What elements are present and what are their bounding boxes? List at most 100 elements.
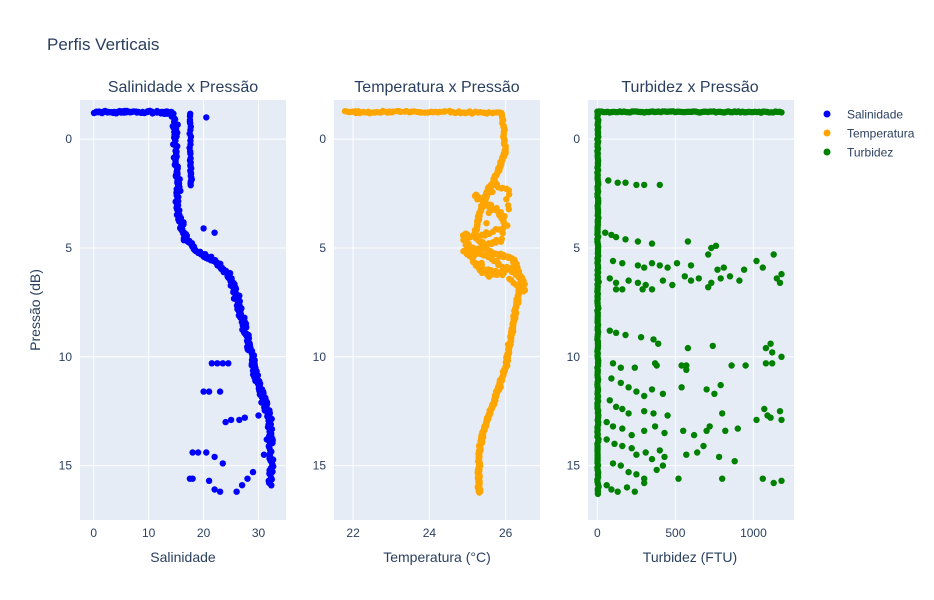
x-axis-title: Temperatura (°C) [383,549,491,565]
data-point [476,489,483,496]
data-point [187,150,194,157]
data-point [661,453,668,461]
plot-area-background [80,100,286,520]
data-point [200,388,207,395]
data-point [609,460,617,467]
data-point [244,475,251,482]
data-point [225,360,232,367]
data-point [711,390,718,397]
y-tick-label: 15 [567,459,581,473]
data-point [734,425,741,432]
data-point [714,266,721,273]
data-point [263,436,270,443]
data-point [612,403,620,410]
data-point [778,109,785,116]
data-point [631,488,638,495]
data-points [90,107,277,495]
y-tick-label: 15 [313,459,327,473]
data-point [483,229,490,236]
y-tick-label: 5 [65,241,72,255]
data-point [709,342,716,350]
data-point [684,238,692,245]
data-point [214,360,221,367]
y-tick-label: 5 [573,241,580,255]
data-point [594,490,602,498]
figure-title: Perfis Verticais [47,35,159,54]
data-point [641,427,648,434]
data-point [194,449,202,456]
data-point [211,453,218,461]
data-point [500,219,507,226]
panel-temperatura: 22 24 26 0 5 10 15 Temperatura x Pressão Tempe… [313,79,540,565]
data-point [619,286,626,293]
data-point [651,423,659,430]
data-point [479,239,486,246]
tick-labels: 22 24 26 0 5 10 15 [313,132,513,540]
y-tick-label: 10 [567,350,581,364]
data-point [717,381,724,389]
data-point [650,336,657,343]
data-point [200,225,207,232]
data-point [603,436,610,443]
data-point [625,468,632,476]
data-point [186,118,194,126]
data-point [722,427,729,434]
data-point [608,375,615,382]
data-point [211,486,218,493]
data-point [650,410,657,417]
data-point [441,108,449,115]
data-point [681,273,688,280]
x-tick-label: 1000 [740,526,767,540]
data-point [776,408,784,415]
data-point [98,109,106,117]
y-tick-label: 5 [319,241,326,255]
data-point [631,364,638,371]
data-point [656,447,663,454]
data-point [203,114,210,121]
data-point [189,475,196,482]
data-point [673,260,681,267]
data-point [767,340,774,347]
data-point [715,453,723,461]
plot-area-background [334,100,540,520]
data-point [753,416,760,424]
data-point [633,451,640,458]
data-point [633,471,640,478]
panel-salinidade: 0 10 20 30 0 5 10 15 Salinidade x Pressão Salin… [27,79,286,565]
data-point [249,468,257,476]
data-point [233,488,240,495]
data-point [208,360,215,367]
data-point [680,427,687,434]
data-point [719,410,726,417]
data-point [187,182,194,189]
data-point [205,477,213,484]
legend-item-salinidade[interactable]: Salinidade [823,108,904,122]
legend-marker-turbidez [823,148,831,156]
data-point [683,362,690,369]
data-point [770,479,777,487]
data-point [619,442,626,450]
x-tick-label: 0 [90,526,97,540]
legend-item-turbidez[interactable]: Turbidez [823,146,894,160]
data-point [728,362,735,369]
data-point [500,225,507,232]
data-point [625,277,632,284]
data-point [648,240,656,247]
data-point [609,423,617,430]
data-point [189,449,196,456]
x-tick-label: 26 [499,526,513,540]
data-point [648,455,656,463]
legend-item-temperatura[interactable]: Temperatura [823,127,915,141]
data-point [759,475,766,482]
data-point [241,414,248,421]
x-tick-label: 500 [665,526,685,540]
data-point [778,353,785,360]
data-point [770,251,777,258]
y-tick-label: 0 [573,132,580,146]
data-point [487,201,495,208]
data-point [606,327,613,334]
data-point [664,412,671,419]
data-point [622,179,629,186]
data-point [216,488,224,495]
